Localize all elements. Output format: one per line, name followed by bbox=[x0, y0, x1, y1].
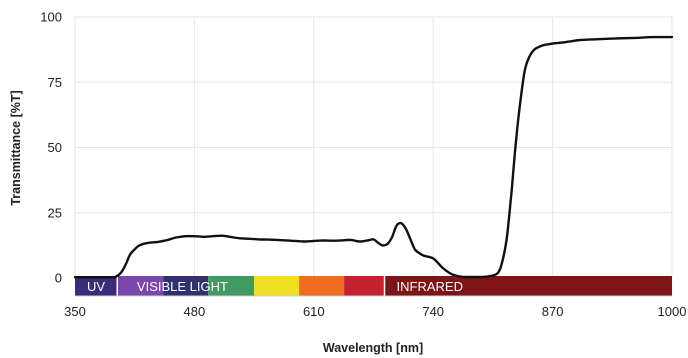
y-tick-label-4: 100 bbox=[40, 10, 62, 25]
band-label-visible-light: VISIBLE LIGHT bbox=[137, 279, 228, 294]
y-tick-label-1: 25 bbox=[48, 205, 62, 220]
spectrum-band-3 bbox=[208, 276, 255, 296]
y-tick-labels: 0 25 50 75 100 bbox=[40, 10, 62, 286]
x-tick-labels: 350 480 610 740 870 1000 bbox=[64, 304, 686, 319]
x-axis-title: Wavelength [nm] bbox=[323, 341, 423, 355]
x-tick-label-4: 870 bbox=[542, 304, 564, 319]
spectrum-band-2 bbox=[163, 276, 209, 296]
spectrum-band-bar bbox=[75, 276, 672, 296]
series-line-transmittance bbox=[73, 35, 674, 279]
x-tick-label-3: 740 bbox=[422, 304, 444, 319]
x-tick-label-0: 350 bbox=[64, 304, 86, 319]
band-label-7: INFRARED bbox=[397, 279, 463, 294]
spectrum-band-7 bbox=[384, 276, 672, 296]
x-tick-label-1: 480 bbox=[184, 304, 206, 319]
x-tick-label-5: 1000 bbox=[658, 304, 687, 319]
spectrum-band-4 bbox=[254, 276, 300, 296]
y-tick-label-0: 0 bbox=[55, 271, 62, 286]
spectrum-band-6 bbox=[344, 276, 385, 296]
y-tick-label-3: 75 bbox=[48, 75, 62, 90]
grid-lines bbox=[74, 16, 673, 279]
band-label-0: UV bbox=[87, 279, 105, 294]
y-tick-label-2: 50 bbox=[48, 140, 62, 155]
spectrum-band-0 bbox=[75, 276, 118, 296]
spectrum-band-1 bbox=[117, 276, 164, 296]
spectrum-band-5 bbox=[299, 276, 345, 296]
x-tick-label-2: 610 bbox=[303, 304, 325, 319]
y-axis-title: Transmittance [%T] bbox=[9, 90, 23, 205]
spectrum-band-labels: UV INFRARED VISIBLE LIGHT bbox=[87, 279, 463, 294]
